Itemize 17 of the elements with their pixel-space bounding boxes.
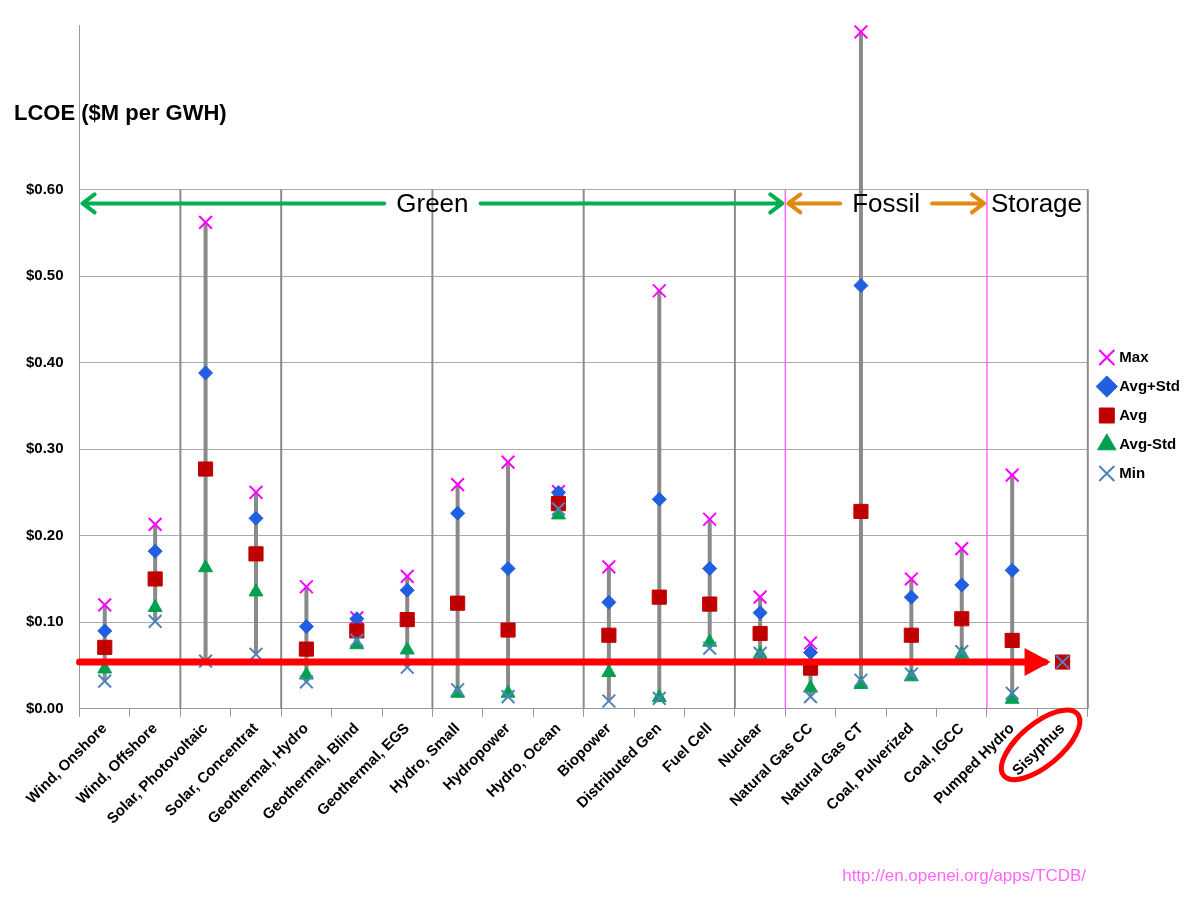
y-tick-label: $0.60 [25,179,64,197]
y-tick-label: $0.00 [25,698,64,716]
legend-label: Max [1119,347,1150,365]
text: http://en.openei.org/apps/TCDB/ [842,866,1086,886]
legend-label: Avg-Std [1119,434,1177,452]
y-axis-title: LCOE ($M per GWH) [14,100,227,126]
legend-label: Min [1119,463,1146,481]
y-tick-label: $0.10 [25,612,64,630]
annotation: Storage [990,188,1083,219]
y-tick-label: $0.40 [25,352,64,370]
annotation: Fossil [852,188,921,219]
y-tick-label: $0.20 [25,525,64,543]
y-tick-label: $0.50 [25,266,64,284]
y-tick-label: $0.30 [25,439,64,457]
legend-label: Avg [1119,405,1148,423]
annotation: Green [396,188,469,219]
legend-label: Avg+Std [1119,376,1180,394]
